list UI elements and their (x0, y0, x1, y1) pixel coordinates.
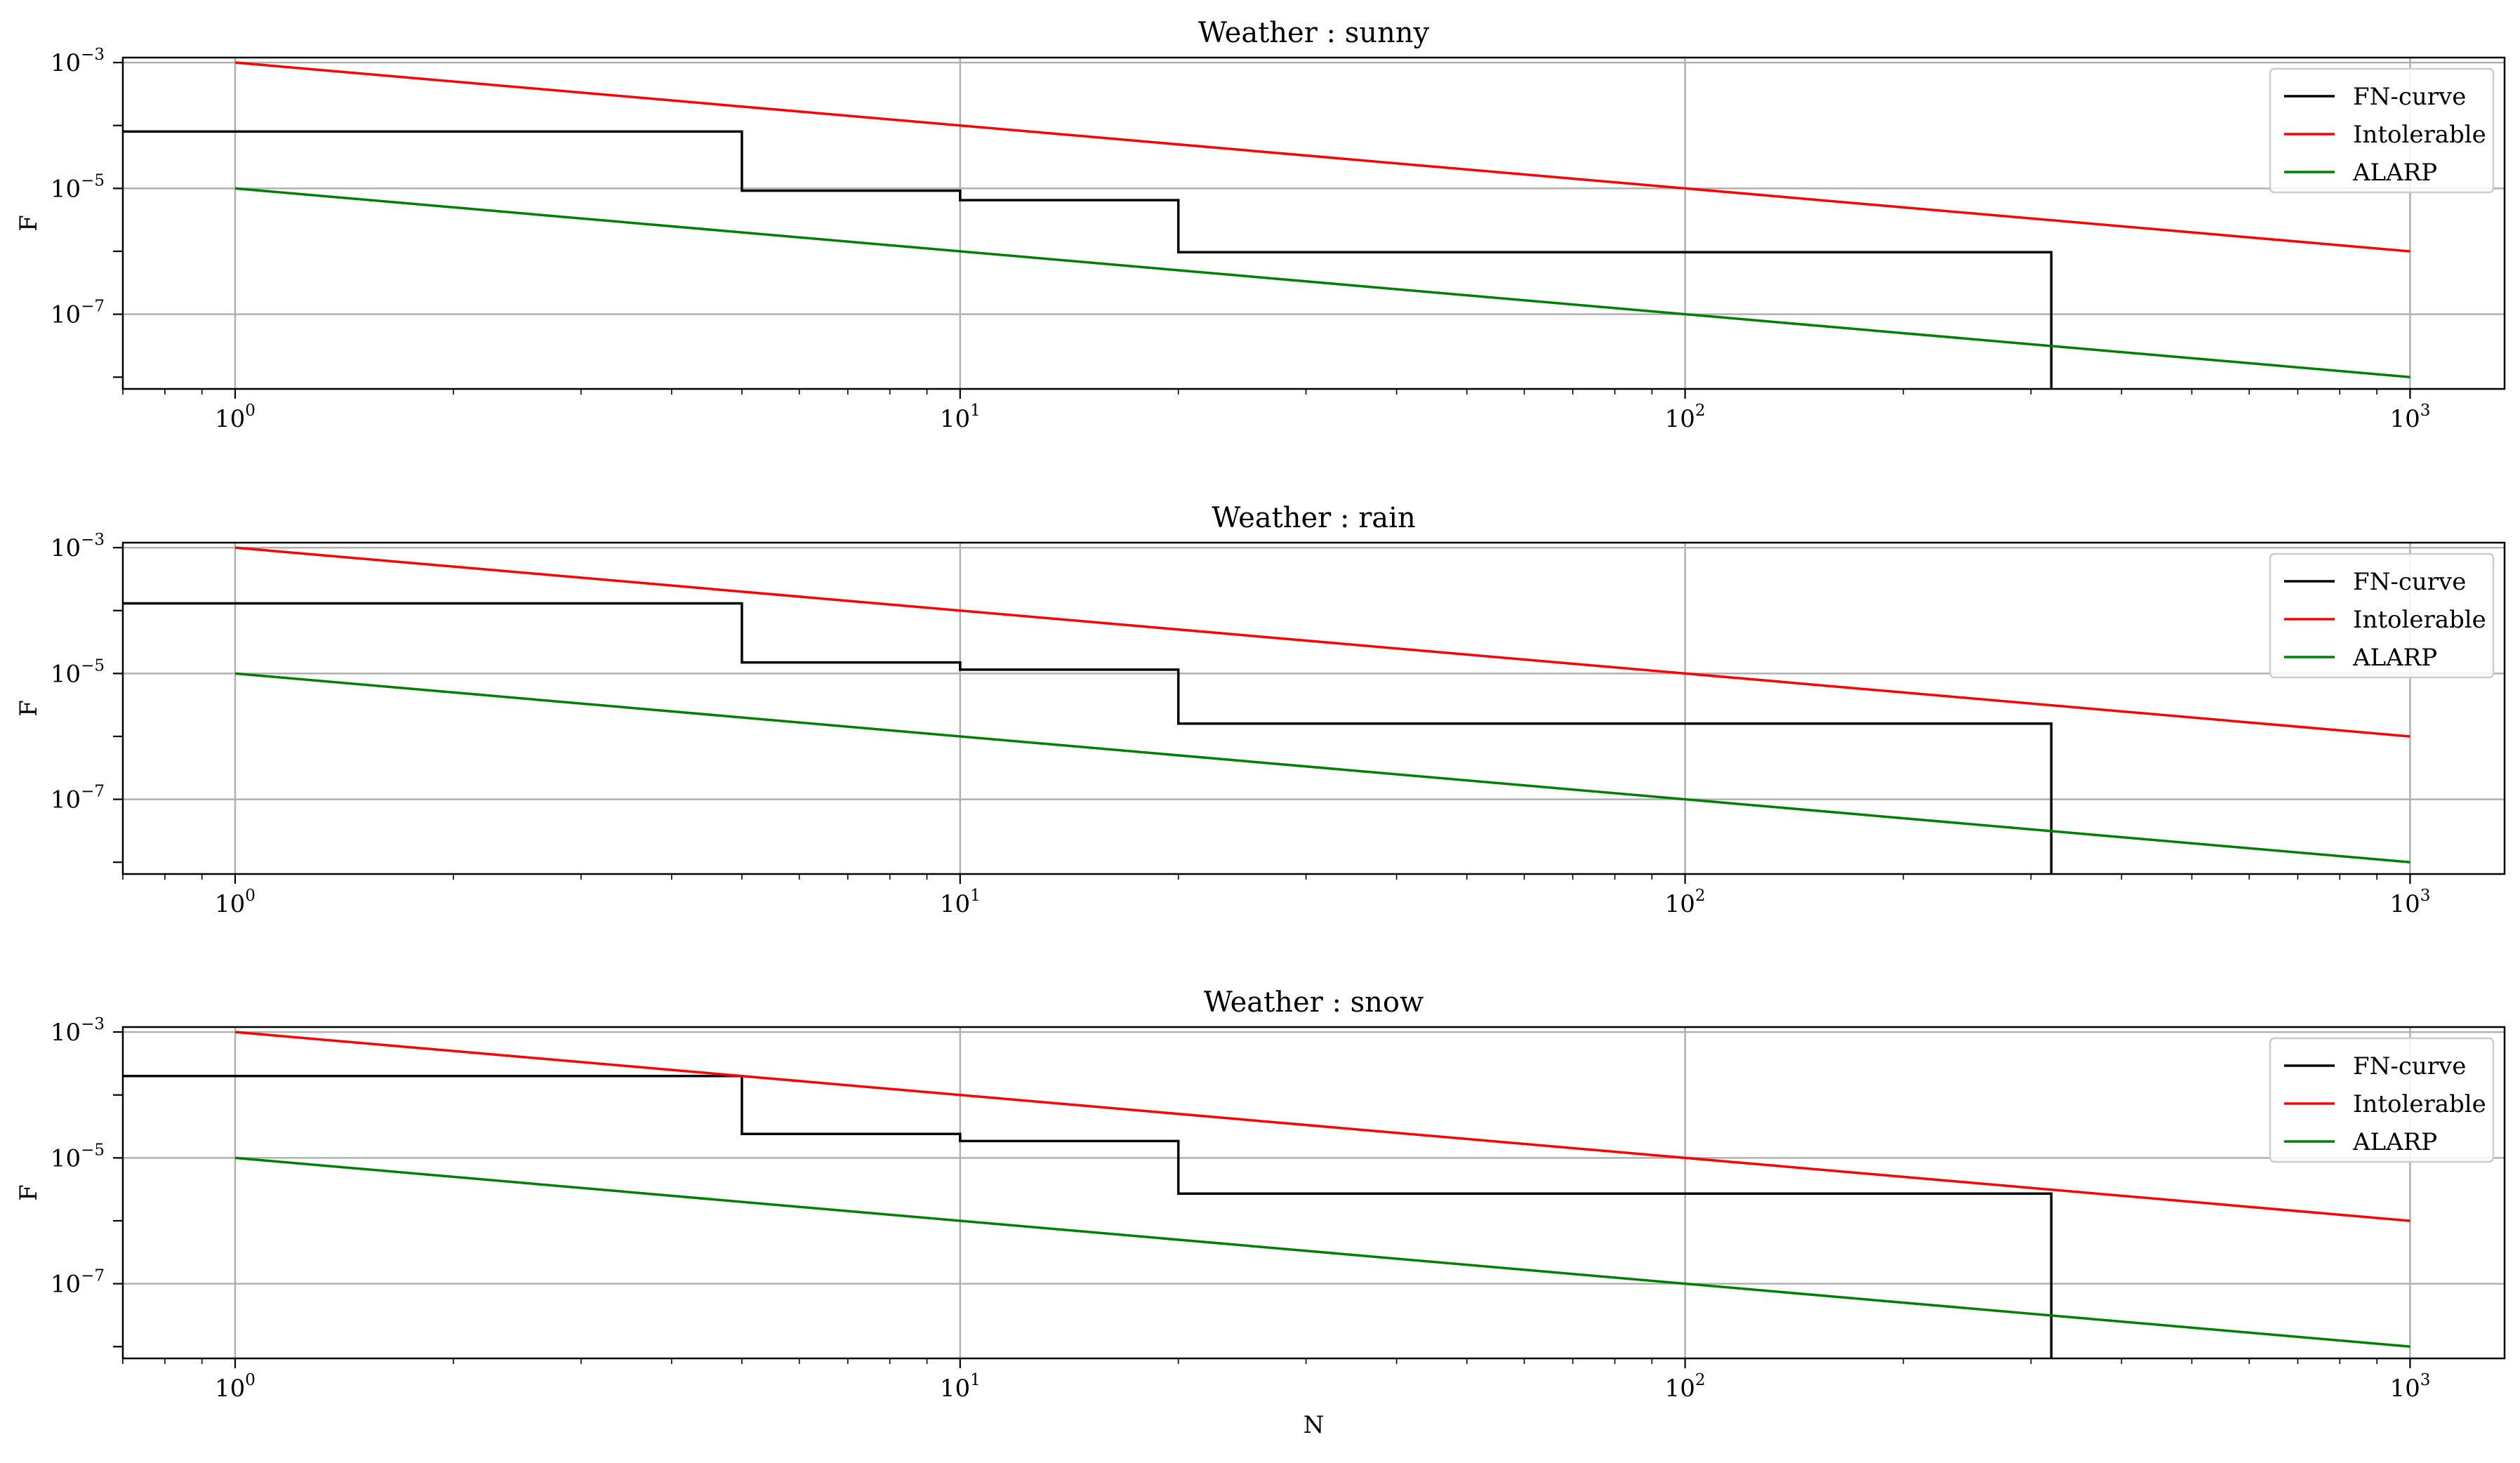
subplot-title: Weather : sunny (1198, 17, 1430, 49)
axes-frame (121, 1026, 2506, 1360)
legend-entry: ALARP (2352, 644, 2437, 672)
legend-entry: FN-curve (2353, 1052, 2466, 1080)
x-tick-label: 101 (940, 402, 981, 433)
subplot-1: 100 101 102 103 10−3 10−5 10−7 F Weather : sunny… (15, 17, 2506, 433)
x-tick-label: 103 (2389, 402, 2430, 433)
legend-entry: ALARP (2352, 159, 2437, 187)
y-axis: 10−3 10−5 10−7 (51, 1015, 123, 1348)
x-tick-label: 100 (215, 402, 256, 433)
y-tick-label: 10−5 (51, 656, 105, 688)
legend: FN-curve Intolerable ALARP (2269, 67, 2495, 194)
x-tick-label: 101 (940, 887, 981, 918)
x-tick-label: 100 (215, 887, 256, 918)
axes-frame (121, 541, 2506, 875)
x-tick-label: 103 (2389, 1371, 2430, 1403)
series-intolerable (234, 61, 2410, 253)
y-tick-label: 10−5 (51, 171, 105, 203)
y-tick-label: 10−7 (51, 783, 105, 814)
series-alarp (234, 187, 2410, 378)
subplot-3: 100 101 102 103 10−3 10−5 10−7 F Weather : snow N… (15, 986, 2506, 1439)
legend-box (2269, 1037, 2495, 1163)
legend-entry: Intolerable (2353, 606, 2486, 634)
series-intolerable (234, 546, 2410, 738)
x-axis: 100 101 102 103 (122, 389, 2430, 433)
legend-entry: Intolerable (2353, 121, 2486, 149)
series-fn-curve (123, 602, 2053, 874)
x-tick-label: 103 (2389, 887, 2430, 918)
y-axis-label: F (15, 1184, 43, 1201)
y-tick-label: 10−5 (51, 1141, 105, 1172)
y-tick-label: 10−3 (51, 531, 105, 562)
series-fn-curve (123, 130, 2053, 389)
y-tick-label: 10−3 (51, 1015, 105, 1047)
x-tick-label: 102 (1665, 402, 1706, 433)
legend-box (2269, 552, 2495, 679)
subplot-2: 100 101 102 103 10−3 10−5 10−7 F Weather : rain F… (15, 502, 2506, 918)
legend: FN-curve Intolerable ALARP (2269, 1037, 2495, 1163)
x-tick-label: 102 (1665, 1371, 1706, 1403)
series-group (123, 546, 2410, 874)
x-tick-label: 101 (940, 1371, 981, 1403)
y-tick-label: 10−7 (51, 1267, 105, 1299)
y-axis-label: F (15, 700, 43, 717)
x-axis: 100 101 102 103 (122, 874, 2430, 918)
series-alarp (234, 672, 2410, 863)
axes-frame (121, 56, 2506, 390)
series-alarp (234, 1156, 2410, 1348)
x-tick-label: 102 (1665, 887, 1706, 918)
legend-entry: FN-curve (2353, 568, 2466, 596)
legend: FN-curve Intolerable ALARP (2269, 552, 2495, 679)
y-axis-label: F (15, 215, 43, 232)
series-intolerable (234, 1031, 2410, 1222)
legend-entry: Intolerable (2353, 1090, 2486, 1118)
x-axis: 100 101 102 103 (122, 1358, 2430, 1403)
series-group (123, 61, 2410, 389)
legend-entry: ALARP (2352, 1128, 2437, 1156)
y-axis: 10−3 10−5 10−7 (51, 531, 123, 863)
series-fn-curve (123, 1074, 2053, 1358)
y-axis: 10−3 10−5 10−7 (51, 46, 123, 378)
x-axis-label: N (1304, 1411, 1325, 1439)
subplot-title: Weather : rain (1212, 502, 1415, 534)
x-tick-label: 100 (215, 1371, 256, 1403)
y-tick-label: 10−3 (51, 46, 105, 77)
series-group (123, 1031, 2410, 1358)
grid (123, 543, 2505, 874)
grid (123, 58, 2505, 389)
y-tick-label: 10−7 (51, 298, 105, 329)
legend-entry: FN-curve (2353, 83, 2466, 111)
subplot-title: Weather : snow (1204, 986, 1424, 1019)
legend-box (2269, 67, 2495, 194)
